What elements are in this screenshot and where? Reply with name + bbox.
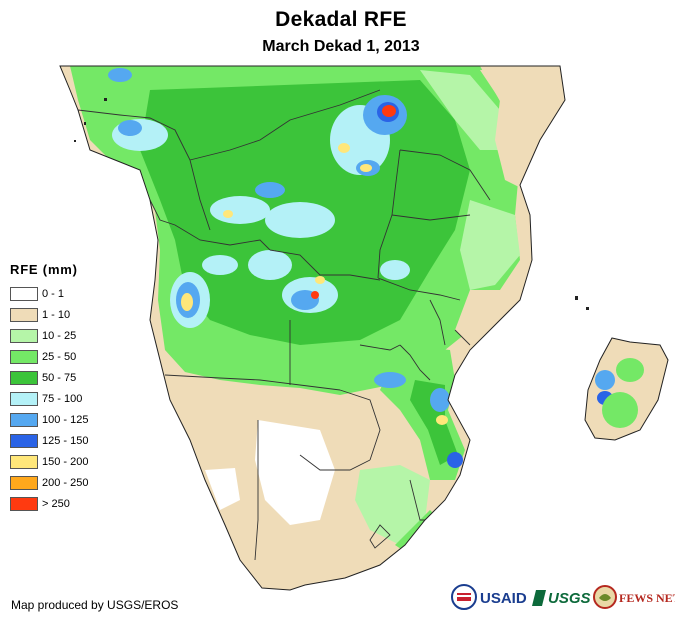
legend-label: 50 - 75 xyxy=(42,371,77,384)
legend-swatch xyxy=(10,349,38,364)
islands xyxy=(74,98,589,310)
legend: 0 - 1 1 - 10 10 - 25 25 - 50 50 - 75 75 … xyxy=(10,283,88,514)
legend-label: 0 - 1 xyxy=(42,287,65,300)
map-title: Dekadal RFE xyxy=(275,8,407,31)
legend-swatch xyxy=(10,433,38,448)
usgs-wave-icon xyxy=(532,590,546,606)
legend-title: RFE (mm) xyxy=(10,262,78,277)
legend-label: 10 - 25 xyxy=(42,329,77,342)
legend-swatch xyxy=(10,391,38,406)
legend-item: 125 - 150 xyxy=(10,430,88,451)
legend-item: 200 - 250 xyxy=(10,472,88,493)
wet-zone-mozambique-core xyxy=(410,380,458,465)
legend-label: 200 - 250 xyxy=(42,476,89,489)
legend-item: 50 - 75 xyxy=(10,367,88,388)
partner-logos: USAID USGS FEWS NET xyxy=(451,584,675,610)
legend-item: 0 - 1 xyxy=(10,283,88,304)
legend-item: 25 - 50 xyxy=(10,346,88,367)
legend-label: 125 - 150 xyxy=(42,434,89,447)
legend-swatch xyxy=(10,454,38,469)
legend-label: 100 - 125 xyxy=(42,413,89,426)
legend-item: 150 - 200 xyxy=(10,451,88,472)
legend-label: > 250 xyxy=(42,497,70,510)
light-green-fringe-ne xyxy=(420,70,505,150)
fews-net-logo: FEWS NET xyxy=(593,585,675,609)
legend-item: 100 - 125 xyxy=(10,409,88,430)
usgs-logo-text: USGS xyxy=(548,590,591,607)
very-dry-zone-sw xyxy=(255,420,335,525)
legend-swatch xyxy=(10,412,38,427)
legend-label: 150 - 200 xyxy=(42,455,89,468)
legend-swatch xyxy=(10,328,38,343)
dry-patch-east-coast xyxy=(455,290,515,345)
usaid-logo-text: USAID xyxy=(480,590,527,607)
legend-item: 10 - 25 xyxy=(10,325,88,346)
legend-swatch xyxy=(10,475,38,490)
map-credit: Map produced by USGS/EROS xyxy=(11,598,179,612)
very-dry-zone-west xyxy=(205,468,240,510)
map-subtitle: March Dekad 1, 2013 xyxy=(262,38,420,55)
light-green-fringe-e xyxy=(460,200,520,290)
dry-patch-ne xyxy=(480,68,560,190)
rain-cells xyxy=(108,68,644,468)
legend-label: 75 - 100 xyxy=(42,392,83,405)
legend-label: 25 - 50 xyxy=(42,350,77,363)
legend-swatch xyxy=(10,307,38,322)
usgs-logo: USGS xyxy=(532,590,591,607)
legend-label: 1 - 10 xyxy=(42,308,71,321)
legend-item: 1 - 10 xyxy=(10,304,88,325)
country-borders xyxy=(77,89,491,561)
legend-swatch xyxy=(10,496,38,511)
usaid-logo: USAID xyxy=(451,584,527,610)
legend-item: > 250 xyxy=(10,493,88,514)
legend-swatch xyxy=(10,286,38,301)
fews-net-logo-text: FEWS NET xyxy=(619,591,675,605)
legend-item: 75 - 100 xyxy=(10,388,88,409)
legend-swatch xyxy=(10,370,38,385)
mainland-coastline xyxy=(59,65,566,591)
madagascar-coastline xyxy=(584,337,669,441)
